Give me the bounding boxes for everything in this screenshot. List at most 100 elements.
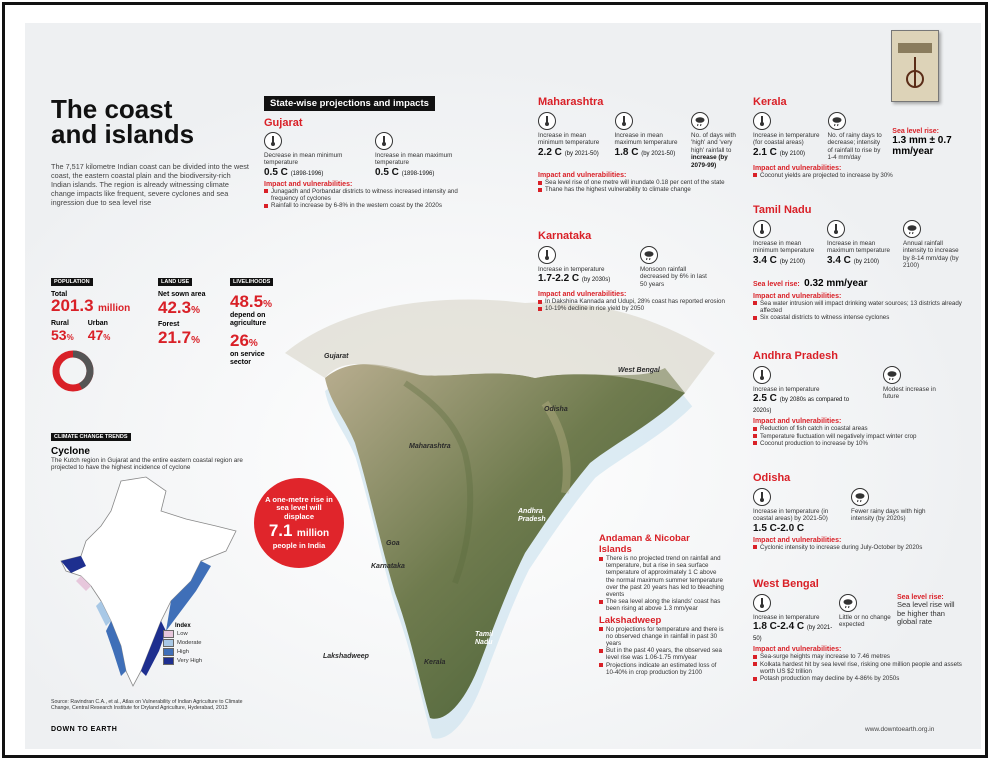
kerala-p1-value: 2.1 C [753, 146, 777, 158]
gujarat-p1-period: (1898-1996) [290, 170, 324, 177]
footer-brand: DOWN TO EARTH [51, 726, 118, 733]
urban-label: Urban [87, 320, 108, 327]
thermometer-icon [753, 594, 771, 612]
book-cover-illustration [906, 57, 924, 88]
thermometer-icon [753, 220, 771, 238]
urban-pct: % [103, 333, 111, 342]
population-block: POPULATION Total 201.3 million Rural 53%… [51, 270, 151, 398]
karnataka-p1-label: Increase in temperature [538, 266, 605, 273]
kerala-slr-label: Sea level rise: [892, 128, 939, 135]
lakshadweep-bullet: No projections for temperature and there… [599, 626, 724, 648]
tamilnadu-bullet: Sea water intrusion will impact drinking… [753, 300, 963, 314]
net-sown-label: Net sown area [158, 291, 206, 298]
callout-value: 7.1 [268, 521, 293, 541]
rural-urban-donut [52, 350, 94, 392]
westbengal-p1-value: 1.8 C-2.4 C [753, 621, 805, 633]
karnataka-iv-heading: Impact and vulnerabilities: [538, 291, 627, 299]
westbengal-section: West Bengal Increase in temperature 1.8 … [753, 578, 963, 682]
page-frame: The coast and islands The 7,517 kilometr… [2, 2, 988, 758]
lakshadweep-name: Lakshadweep [599, 614, 662, 626]
karnataka-p1-value: 1.7-2.2 C [538, 273, 580, 285]
gujarat-p2-value: 0.5 C [375, 166, 399, 178]
odisha-p2-label: Fewer rainy days with high intensity (by… [851, 508, 926, 523]
livelihoods-block: LIVELIHOODS 48.5% depend on agriculture … [230, 270, 300, 367]
legend-item: Very High [163, 657, 202, 665]
odisha-name: Odisha [753, 472, 791, 484]
headline-block: The coast and islands [51, 96, 221, 147]
source-note: Source: Ravindran C.A., et al., Atlas on… [51, 699, 243, 712]
westbengal-p1-period: (by 2021-50) [753, 625, 833, 643]
lakshadweep-bullet: Projections indicate an estimated loss o… [599, 662, 724, 676]
population-total-unit: million [98, 303, 131, 314]
agri-pct: % [263, 299, 272, 310]
maharashtra-iv-heading: Impact and vulnerabilities: [538, 172, 627, 180]
andhra-section: Andhra Pradesh Increase in temperature 2… [753, 350, 953, 447]
kerala-section: Kerala Increase in temperature (for coas… [753, 96, 953, 179]
tamilnadu-p3-label: Annual rainfall intensity to increase by… [903, 240, 959, 270]
westbengal-name: West Bengal [753, 578, 819, 590]
book-cover-image [891, 30, 939, 102]
andhra-p1-value: 2.5 C [753, 393, 777, 405]
gujarat-p2-label: Increase in mean maximum temperature [375, 152, 453, 167]
tamilnadu-bullet: Six coastal districts to witness intense… [753, 314, 963, 321]
service-value: 26 [230, 331, 249, 350]
andaman-bullet: The sea level along the islands' coast h… [599, 598, 724, 612]
maharashtra-p3-value: increase (by 2079-99) [691, 154, 728, 169]
cyclone-title: Cyclone [51, 446, 90, 457]
service-pct: % [248, 338, 258, 349]
tamilnadu-slr-label: Sea level rise: [753, 280, 800, 288]
population-tag: POPULATION [51, 278, 93, 286]
tamilnadu-name: Tamil Nadu [753, 204, 812, 216]
odisha-section: Odisha Increase in temperature (in coast… [753, 472, 953, 551]
legend-swatch [163, 657, 174, 665]
legend-item: High [163, 648, 202, 656]
gujarat-p1-label: Decrease in mean minimum temperature [264, 152, 343, 167]
westbengal-bullet: Potash production may decline by 4-86% b… [753, 675, 963, 682]
rain-cloud-icon [691, 112, 710, 130]
westbengal-slr-value: Sea level rise will be higher than globa… [897, 600, 955, 626]
andhra-bullet: Reduction of fish catch in coastal areas [753, 425, 953, 432]
cyclone-text: The Kutch region in Gujarat and the enti… [51, 457, 243, 472]
net-sown-value: 42.3 [158, 298, 192, 317]
gujarat-bullet: Rainfall to increase by 6-8% in the west… [264, 202, 476, 209]
maharashtra-p2-period: (by 2021-50) [641, 150, 676, 157]
tamilnadu-p1-label: Increase in mean minimum temperature [753, 240, 815, 255]
landuse-block: LAND USE Net sown area 42.3% Forest 21.7… [158, 270, 233, 348]
kerala-iv-heading: Impact and vulnerabilities: [753, 164, 842, 172]
forest-label: Forest [158, 321, 180, 328]
kerala-slr-value: 1.3 mm ± 0.7 mm/year [892, 135, 952, 157]
tamilnadu-p2-value: 3.4 C [827, 254, 851, 266]
westbengal-p1-label: Increase in temperature [753, 614, 820, 621]
infographic: The coast and islands The 7,517 kilometr… [25, 23, 981, 749]
kerala-name: Kerala [753, 96, 787, 108]
tamilnadu-p1-period: (by 2100) [779, 258, 806, 265]
maharashtra-p1-label: Increase in mean minimum temperature [538, 132, 600, 147]
legend-item: Low [163, 630, 202, 638]
westbengal-p2-label: Little or no change expected [839, 614, 891, 629]
map-label-karnataka: Karnataka [371, 563, 405, 570]
population-total-label: Total [51, 291, 68, 298]
rain-cloud-icon [839, 594, 857, 612]
livelihoods-tag: LIVELIHOODS [230, 278, 274, 286]
rain-cloud-icon [640, 246, 658, 264]
maharashtra-p1-value: 2.2 C [538, 146, 562, 158]
rain-cloud-icon [827, 112, 846, 130]
map-label-goa: Goa [386, 540, 400, 547]
karnataka-section: Karnataka Increase in temperature 1.7-2.… [538, 230, 728, 313]
lakshadweep-bullet: But in the past 40 years, the observed s… [599, 647, 724, 661]
maharashtra-section: Maharashtra Increase in mean minimum tem… [538, 96, 738, 193]
gujarat-section: Gujarat Decrease in mean minimum tempera… [264, 117, 476, 209]
map-label-kerala: Kerala [424, 659, 446, 666]
andhra-bullet: Coconut production to increase by 10% [753, 440, 953, 447]
service-label: on service sector [230, 351, 265, 366]
thermometer-icon [538, 246, 556, 264]
callout-unit: million [296, 528, 330, 540]
statewise-title: State-wise projections and impacts [264, 96, 435, 111]
agri-label: depend on agriculture [230, 312, 267, 327]
map-label-maharashtra: Maharashtra [409, 443, 451, 450]
rural-value: 53 [51, 327, 67, 343]
footer-url: www.downtoearth.org.in [865, 726, 935, 733]
maharashtra-bullet: Sea level rise of one metre will inundat… [538, 179, 738, 186]
andaman-bullet: There is no projected trend on rainfall … [599, 555, 724, 598]
rural-label: Rural [51, 320, 69, 327]
